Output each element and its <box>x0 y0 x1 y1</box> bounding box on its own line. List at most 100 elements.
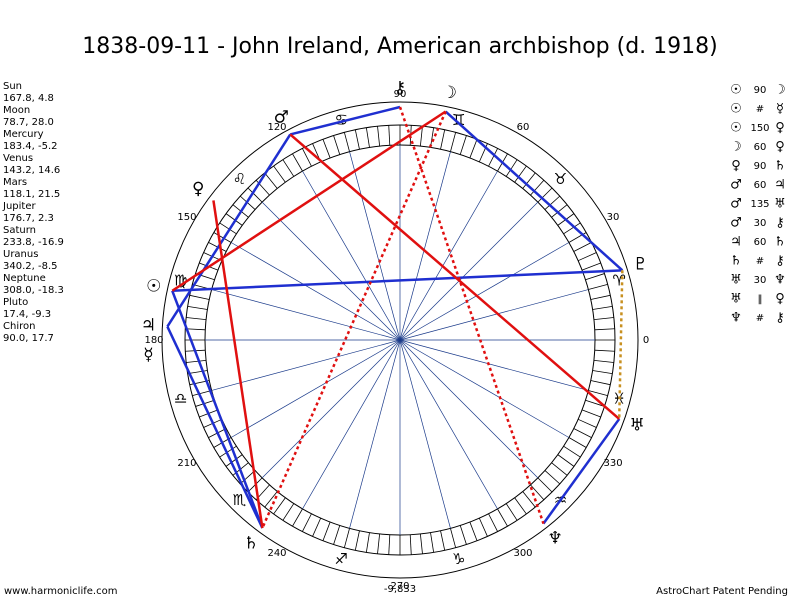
aspect-planet: ♆ <box>730 311 742 326</box>
aspect-planet: ♃ <box>730 235 742 250</box>
ring-tick <box>593 359 614 363</box>
ring-tick <box>577 418 597 428</box>
ring-tick <box>292 153 303 172</box>
planet-name: Saturn <box>3 225 36 236</box>
aspect-planet: ☉ <box>730 102 742 117</box>
planet-position: 167.8, 4.8 <box>3 93 54 104</box>
ring-tick <box>322 521 331 541</box>
ring-tick <box>430 532 435 553</box>
aspect-line <box>171 290 264 529</box>
aspect-planet: ♅ <box>774 197 786 212</box>
aspect-planet: ♅ <box>730 292 742 307</box>
ring-tick <box>322 139 331 159</box>
degree-label: 330 <box>603 458 622 469</box>
ring-tick <box>354 129 360 150</box>
ring-tick <box>365 532 370 553</box>
aspect-planet: ♄ <box>730 254 742 269</box>
planet-position: 90.0, 17.7 <box>3 333 54 344</box>
aspect-planet: ⚷ <box>775 216 785 231</box>
ring-tick <box>514 165 527 183</box>
spoke <box>399 339 570 438</box>
ring-tick <box>459 135 467 155</box>
planet-name: Moon <box>3 105 30 116</box>
spoke <box>399 289 589 341</box>
bottom-value: -9,833 <box>384 584 416 595</box>
planet-glyph: ♃ <box>141 315 156 335</box>
spoke <box>349 339 401 529</box>
planet-glyph: ⚷ <box>394 78 406 98</box>
footer-left: www.harmoniclife.com <box>4 586 117 597</box>
planet-position: 233.8, -16.9 <box>3 237 64 248</box>
zodiac-sign: ♎ <box>174 389 187 407</box>
ring-tick <box>537 477 553 493</box>
aspect-type: 150 <box>750 123 769 134</box>
planet-glyph: ♇ <box>633 255 648 275</box>
zodiac-sign: ♌ <box>233 170 246 188</box>
ring-tick <box>450 132 457 152</box>
aspect-line <box>542 418 621 525</box>
degree-label: 30 <box>607 212 620 223</box>
aspect-planet: ⚷ <box>775 254 785 269</box>
ring-tick <box>185 328 206 331</box>
planet-name: Venus <box>3 153 33 164</box>
aspect-planet: ⚷ <box>775 311 785 326</box>
ring-tick <box>302 148 312 167</box>
outer-circle <box>161 101 639 579</box>
ring-tick <box>573 242 592 252</box>
spoke <box>399 151 451 341</box>
ring-tick <box>577 252 597 262</box>
degree-label: 150 <box>177 212 196 223</box>
degree-label: 120 <box>267 122 286 133</box>
ring-tick <box>585 399 605 407</box>
planet-name: Pluto <box>3 297 28 308</box>
ring-tick <box>430 127 435 148</box>
footer-right: AstroChart Patent Pending <box>656 586 788 597</box>
ring-tick <box>588 390 608 397</box>
ring-tick <box>544 195 561 210</box>
ring-tick <box>213 232 232 243</box>
aspect-planet: ♅ <box>730 273 742 288</box>
ring-tick <box>573 428 592 438</box>
ring-tick <box>219 445 237 458</box>
aspect-planet: ♀ <box>775 292 785 307</box>
zodiac-sign: ♈ <box>613 272 626 290</box>
ring-tick <box>551 462 568 476</box>
aspect-type: 135 <box>750 199 769 210</box>
degree-label: 270 <box>390 581 409 592</box>
planet-name: Mercury <box>3 129 44 140</box>
ring-tick <box>247 187 263 203</box>
aspect-type: ‖ <box>758 294 763 305</box>
aspect-planet: ☽ <box>774 83 786 98</box>
ring-tick <box>440 129 446 150</box>
spoke <box>261 201 401 341</box>
ring-tick <box>478 517 488 537</box>
chart-title: 1838-09-11 - John Ireland, American arch… <box>82 34 717 59</box>
ring-tick <box>594 349 615 352</box>
ring-tick <box>273 165 286 183</box>
ring-tick <box>544 470 561 485</box>
degree-label: 210 <box>177 458 196 469</box>
aspect-line <box>398 106 545 525</box>
ring-tick <box>488 148 498 167</box>
aspect-type: 30 <box>754 218 767 229</box>
ring-tick <box>273 497 286 515</box>
ring-tick <box>377 126 381 147</box>
degree-label: 300 <box>513 548 532 559</box>
ring-tick <box>388 125 391 146</box>
planet-name: Uranus <box>3 249 38 260</box>
aspect-planet: ♆ <box>774 273 786 288</box>
spoke <box>302 170 401 341</box>
aspect-planet: ♂ <box>730 197 742 212</box>
ring-tick <box>469 521 478 541</box>
ring-tick <box>590 380 611 386</box>
spoke <box>230 242 401 341</box>
aspect-line <box>166 326 264 529</box>
planet-glyph: ♂ <box>274 108 289 128</box>
ring-tick <box>557 454 575 467</box>
aspect-planet: ♀ <box>731 159 741 174</box>
aspect-type: 90 <box>754 161 767 172</box>
zodiac-sign: ♍ <box>174 272 187 290</box>
zodiac-sign: ♏ <box>233 491 247 509</box>
aspect-type: 30 <box>754 275 767 286</box>
